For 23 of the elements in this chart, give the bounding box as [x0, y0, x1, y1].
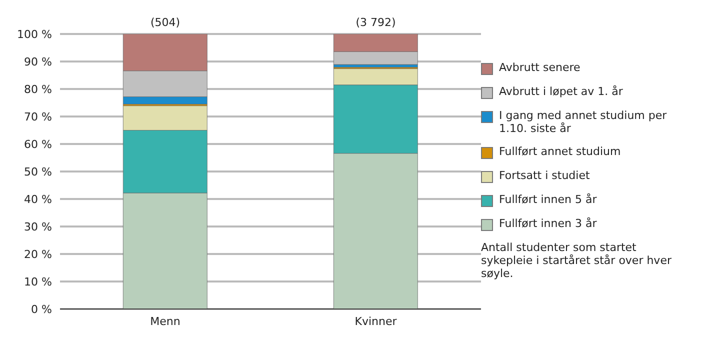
y-tick-label: 90 %: [24, 55, 52, 68]
legend-label: Fortsatt i studiet: [499, 169, 590, 182]
y-tick-label: 70 %: [24, 110, 52, 124]
legend-label: Fullført innen 3 år: [499, 217, 597, 230]
annotation: (3 792): [356, 16, 396, 29]
y-tick-label: 80 %: [24, 82, 52, 96]
y-tick-label: 0 %: [31, 302, 52, 316]
y-tick-label: 30 %: [24, 220, 52, 234]
legend-label: Fullført annet studium: [499, 145, 621, 158]
y-tick-label: 50 %: [24, 165, 52, 178]
legend-label: I gang med annet studium per 1.10. siste år: [499, 109, 668, 135]
y-tick-label: 60 %: [24, 138, 52, 151]
legend-label: Fullført innen 5 år: [499, 193, 597, 206]
x-tick-label: Menn: [150, 314, 180, 328]
y-tick-label: 100 %: [17, 28, 52, 41]
y-tick-label: 10 %: [24, 275, 52, 288]
annotation: Antall studenter som startet sykepleie i startåret står over hver søyle.: [481, 241, 672, 280]
y-tick-label: 20 %: [24, 248, 52, 261]
x-tick-label: Kvinner: [354, 314, 398, 328]
annotation: (504): [150, 16, 180, 29]
legend-label: Avbrutt senere: [499, 61, 580, 74]
y-tick-label: 40 %: [24, 192, 52, 206]
legend-label: Avbrutt i løpet av 1. år: [499, 85, 623, 98]
